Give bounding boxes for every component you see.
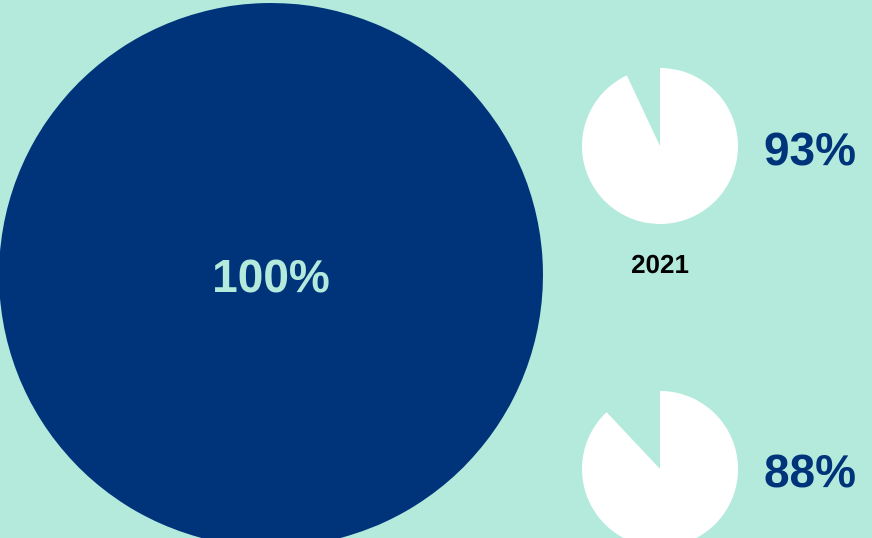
pie-slice-93 xyxy=(581,68,738,225)
big-pie-100 xyxy=(0,3,543,538)
pie-93-label: 93% xyxy=(764,123,856,175)
year-label: 2021 xyxy=(631,249,689,279)
pie-88-label: 88% xyxy=(764,445,856,497)
pie-slice-88 xyxy=(582,391,738,538)
big-pie-label: 100% xyxy=(212,250,330,302)
